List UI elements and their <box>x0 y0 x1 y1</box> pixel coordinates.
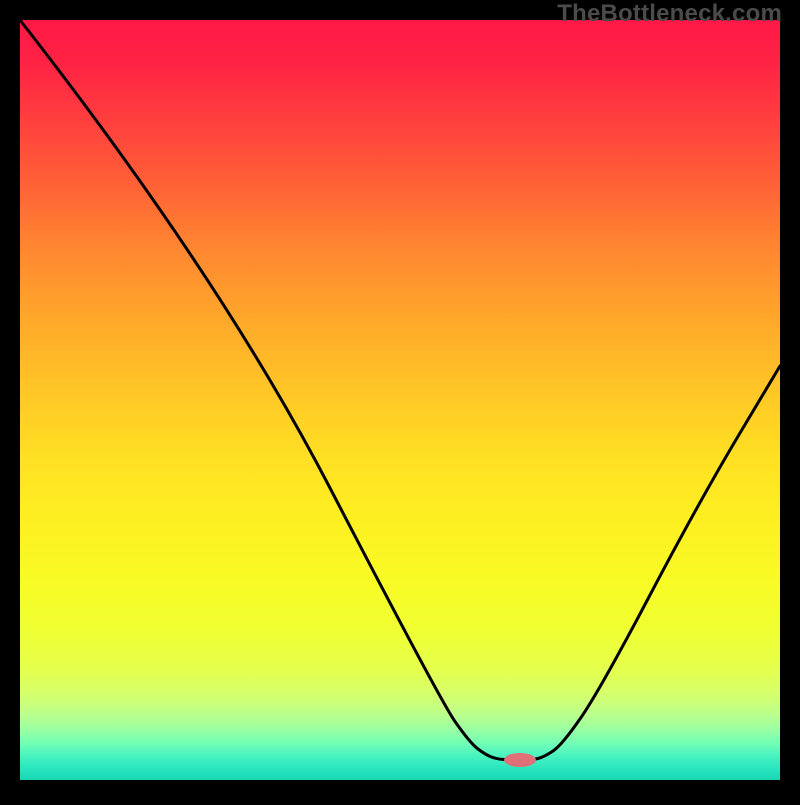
watermark-label: TheBottleneck.com <box>557 0 782 28</box>
optimal-marker <box>504 753 536 767</box>
bottleneck-chart <box>0 0 800 800</box>
plot-background <box>20 20 780 780</box>
chart-frame <box>0 0 800 800</box>
